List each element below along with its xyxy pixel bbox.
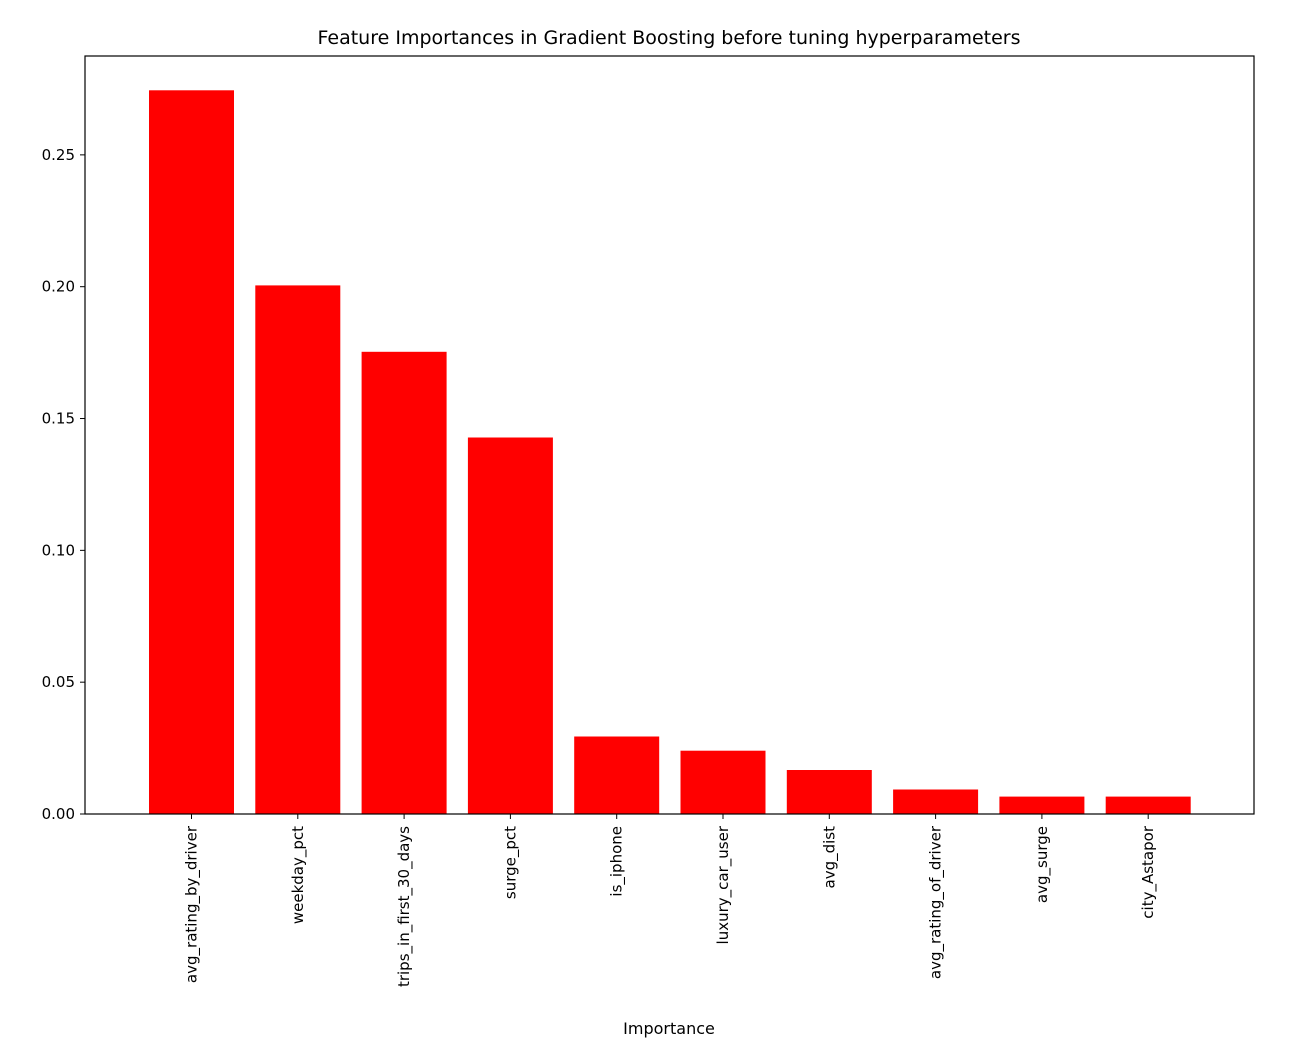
x-tick-label: luxury_car_user (714, 825, 733, 944)
bar-city-Astapor (1105, 796, 1191, 814)
y-tick-label: 0.10 (42, 541, 75, 559)
x-tick-label: weekday_pct (289, 826, 308, 924)
bar-avg-rating-by-driver (149, 90, 234, 815)
bar-trips-in-first-30-days (361, 351, 447, 814)
x-tick-label: avg_rating_of_driver (927, 825, 946, 979)
x-axis-label: Importance (623, 1019, 715, 1038)
chart-title: Feature Importances in Gradient Boosting… (318, 27, 1021, 49)
x-tick-label: avg_rating_by_driver (183, 825, 202, 983)
bar-is-iphone (574, 736, 660, 814)
y-tick-label: 0.05 (42, 673, 75, 691)
x-tick-label: avg_surge (1033, 826, 1052, 903)
y-tick-label: 0.15 (42, 410, 75, 428)
plot-frame (84, 55, 1255, 815)
bar-surge-pct (467, 437, 553, 814)
y-tick-label: 0.25 (42, 146, 75, 164)
y-axis: 0.00 0.05 0.10 0.15 0.20 0.25 (42, 146, 85, 823)
x-tick-label: city_Astapor (1139, 825, 1158, 919)
x-tick-label: avg_dist (820, 826, 839, 889)
bar-avg-surge (999, 796, 1085, 814)
x-tick-label: trips_in_first_30_days (395, 826, 414, 987)
bar-luxury-car-user (680, 750, 766, 814)
bar-avg-dist (786, 770, 872, 814)
x-tick-label: is_iphone (608, 826, 627, 897)
x-tick-label: surge_pct (501, 826, 520, 899)
y-tick-label: 0.20 (42, 278, 75, 296)
bar-weekday-pct (255, 285, 341, 814)
y-tick-label: 0.00 (42, 805, 75, 823)
bars-group (149, 90, 1191, 815)
x-axis: avg_rating_by_driver weekday_pct trips_in_… (183, 814, 1158, 987)
bar-avg-rating-of-driver (893, 789, 979, 814)
